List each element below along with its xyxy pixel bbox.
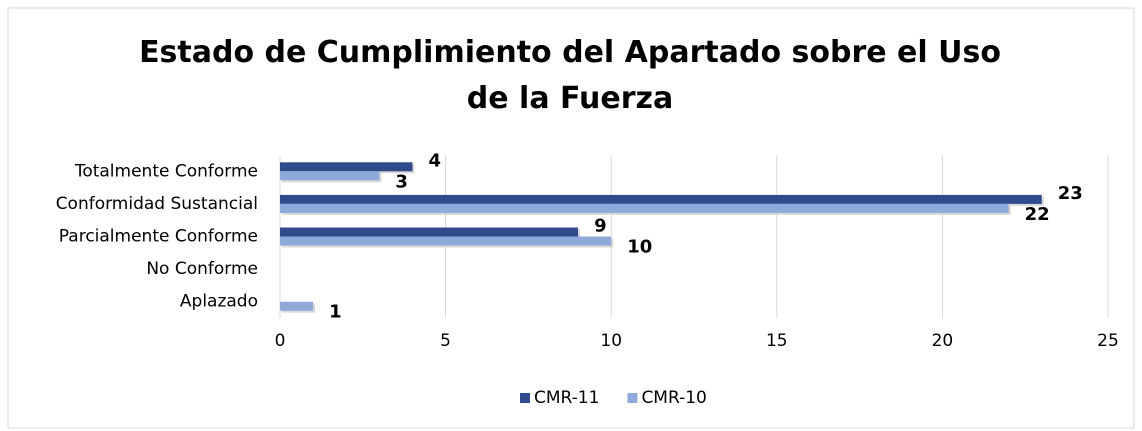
data-label: 1	[329, 302, 342, 323]
data-label: 4	[428, 150, 441, 171]
bar	[280, 171, 380, 181]
legend-swatch	[520, 393, 530, 403]
data-label: 9	[594, 216, 607, 237]
bar	[280, 236, 612, 246]
y-tick-label: Conformidad Sustancial	[56, 194, 258, 214]
y-tick-label: Aplazado	[180, 292, 258, 312]
x-tick-label: 20	[932, 331, 954, 351]
legend-label: CMR-11	[534, 388, 599, 408]
data-label: 22	[1025, 204, 1050, 225]
chart-border	[7, 7, 1135, 429]
y-tick-label: No Conforme	[146, 259, 258, 279]
data-label: 10	[627, 237, 652, 258]
bar	[280, 203, 1009, 213]
x-tick-label: 25	[1097, 331, 1119, 351]
bar	[280, 301, 314, 311]
data-label: 23	[1058, 183, 1083, 204]
bar	[280, 227, 579, 237]
y-tick-label: Parcialmente Conforme	[59, 227, 258, 247]
x-tick-label: 10	[600, 331, 622, 351]
legend-label: CMR-10	[641, 388, 706, 408]
bar	[280, 194, 1042, 204]
y-tick-label: Totalmente Conforme	[74, 161, 258, 181]
x-tick-label: 5	[440, 331, 451, 351]
chart-title: Estado de Cumplimiento del Apartado sobr…	[139, 35, 1001, 116]
bar	[280, 162, 413, 172]
data-label: 3	[395, 171, 408, 192]
legend-swatch	[627, 393, 638, 403]
x-tick-label: 0	[275, 331, 286, 351]
x-tick-label: 15	[766, 331, 788, 351]
